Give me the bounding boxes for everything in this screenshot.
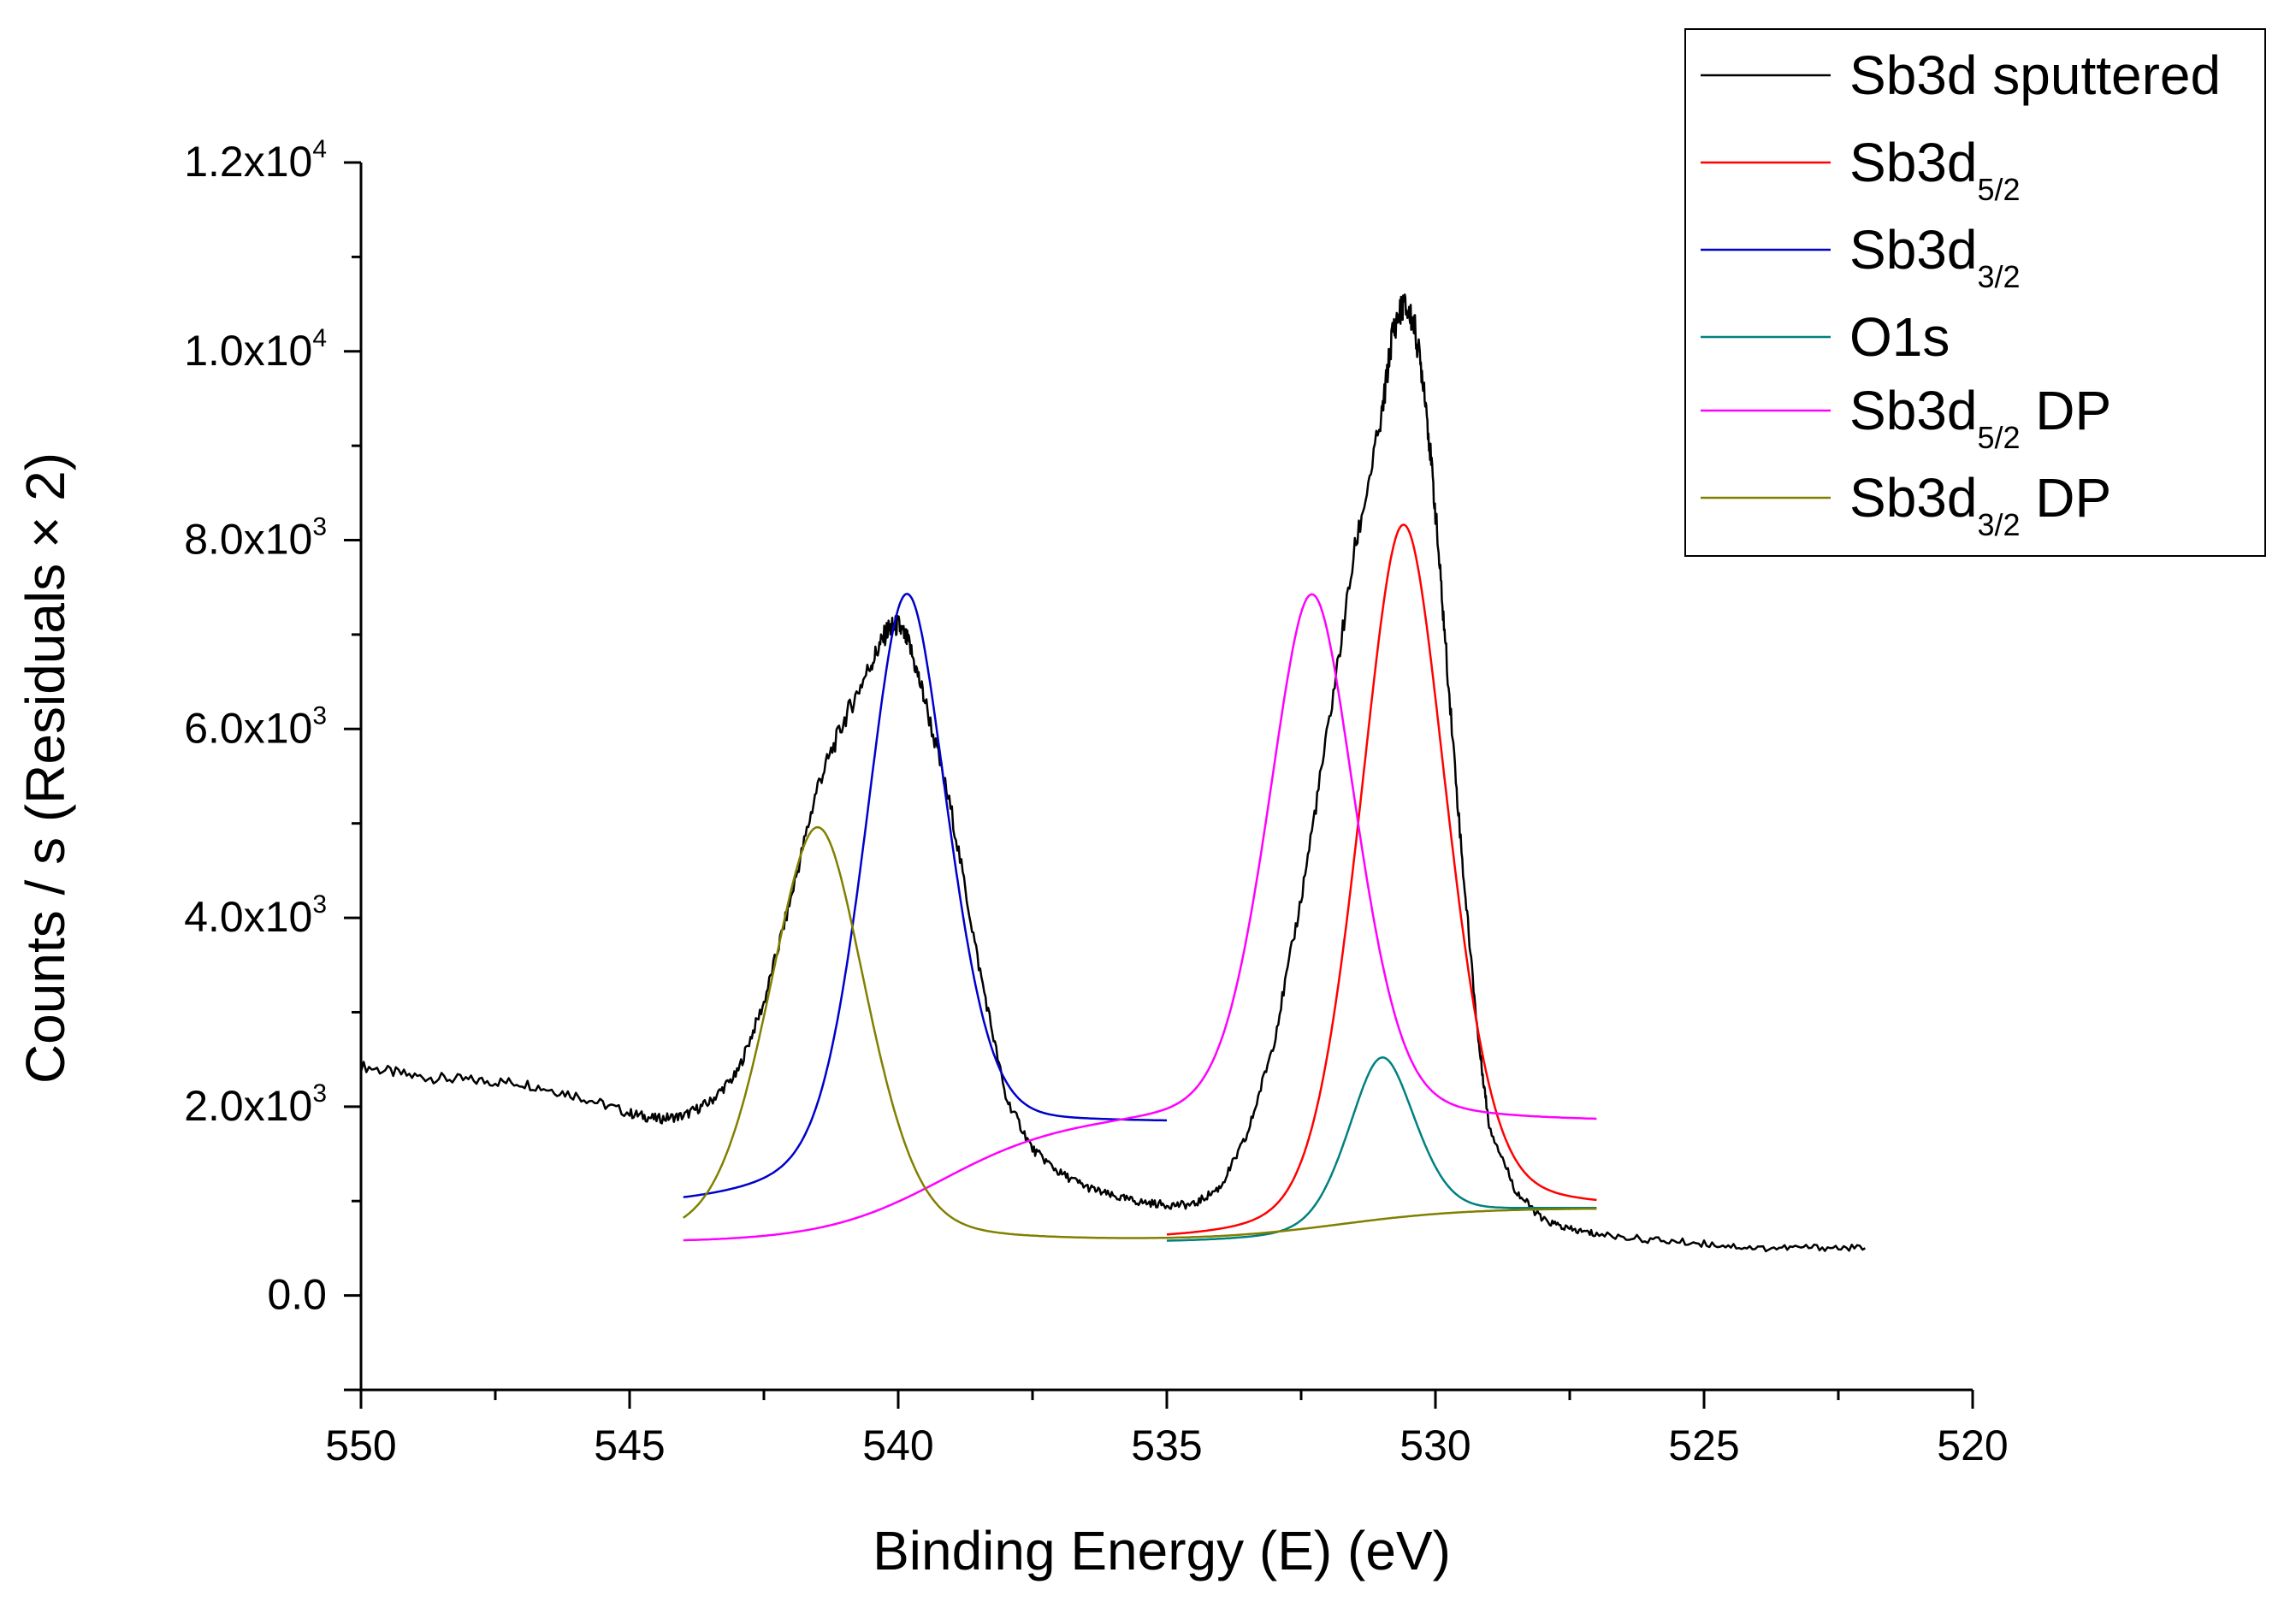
x-tick-label: 550 bbox=[325, 1422, 396, 1469]
x-tick-label: 525 bbox=[1668, 1422, 1739, 1469]
x-tick-label: 530 bbox=[1399, 1422, 1471, 1469]
y-tick-label: 0.0 bbox=[267, 1271, 327, 1319]
series-layer bbox=[359, 293, 1866, 1253]
x-tick-label: 520 bbox=[1937, 1422, 2008, 1469]
y-axis-ticks: 1.2x104 1.0x104 8.0x103 6.0x103 4.0x103 2.0x1… bbox=[184, 135, 361, 1392]
series-line-3 bbox=[1166, 1056, 1597, 1242]
legend-label-0: Sb3d sputtered bbox=[1849, 44, 2221, 106]
series-line-2 bbox=[683, 593, 1167, 1198]
legend: Sb3d sputtered Sb3d5/2 Sb3d3/2 O1s Sb3d5/2 D… bbox=[1684, 28, 2266, 557]
y-tick-label: 8.0x103 bbox=[184, 513, 327, 564]
series-line-1 bbox=[1166, 523, 1597, 1236]
series-line-5 bbox=[683, 825, 1597, 1239]
series-line-4 bbox=[683, 593, 1597, 1242]
x-tick-label: 545 bbox=[594, 1422, 665, 1469]
legend-box bbox=[1684, 28, 2266, 557]
x-axis-ticks: 550 545 540 535 530 525 520 bbox=[325, 1390, 2009, 1469]
legend-label-2: Sb3d3/2 bbox=[1849, 219, 2021, 294]
y-tick-label: 6.0x103 bbox=[184, 701, 327, 752]
x-tick-label: 540 bbox=[862, 1422, 933, 1469]
legend-label-1: Sb3d5/2 bbox=[1849, 132, 2021, 207]
y-tick-label: 2.0x103 bbox=[184, 1079, 327, 1130]
y-tick-label: 1.2x104 bbox=[184, 135, 327, 186]
legend-label-3: O1s bbox=[1849, 306, 1950, 368]
legend-label-5: Sb3d3/2 DP bbox=[1849, 467, 2111, 542]
legend-label-4: Sb3d5/2 DP bbox=[1849, 380, 2111, 455]
series-line-0 bbox=[359, 293, 1866, 1253]
y-axis-title: Counts / s (Residuals × 2) bbox=[15, 452, 76, 1084]
x-axis-title: Binding Energy (E) (eV) bbox=[873, 1520, 1451, 1581]
y-tick-label: 4.0x103 bbox=[184, 890, 327, 941]
y-tick-label: 1.0x104 bbox=[184, 324, 327, 375]
x-tick-label: 535 bbox=[1131, 1422, 1202, 1469]
